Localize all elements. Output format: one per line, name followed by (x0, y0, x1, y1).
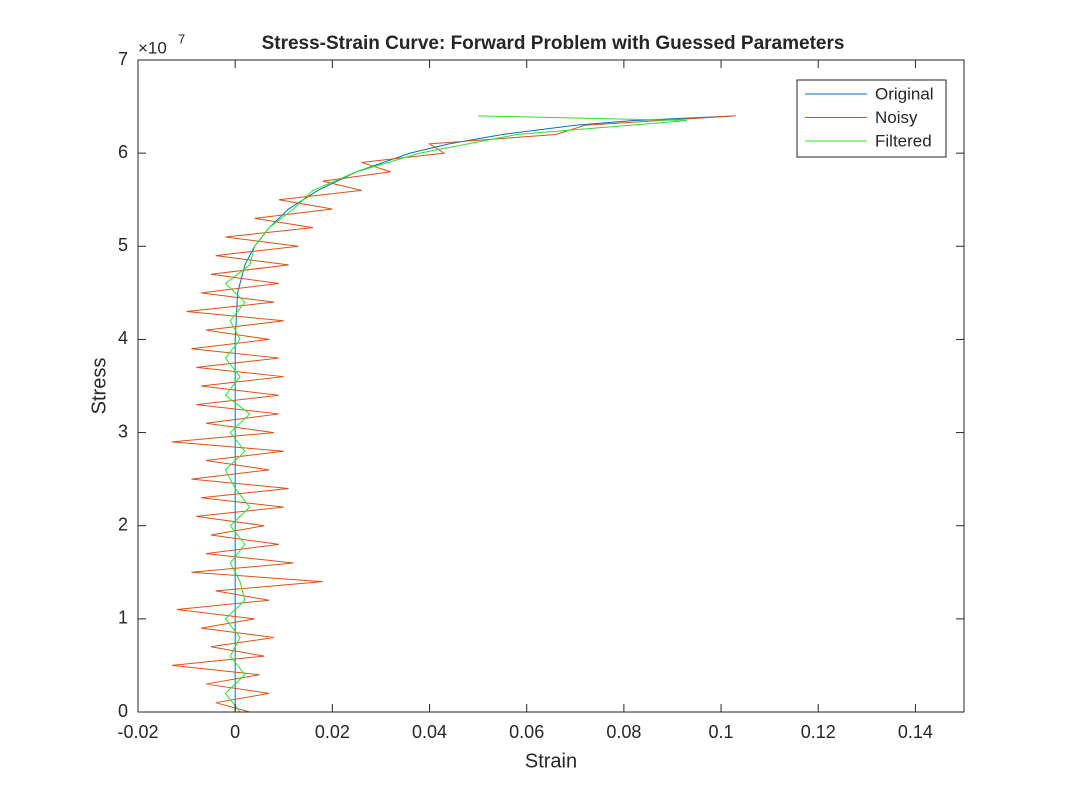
legend-label: Noisy (875, 108, 918, 127)
chart-title: Stress-Strain Curve: Forward Problem wit… (262, 33, 845, 54)
y-tick-label: 0 (118, 701, 128, 721)
y-tick-label: 3 (118, 421, 128, 441)
y-multiplier-exponent: 7 (178, 31, 185, 46)
x-tick-label: 0.04 (412, 722, 447, 742)
axes-box (137, 59, 965, 713)
x-tick-label: 0.14 (898, 722, 933, 742)
y-tick-label: 1 (118, 608, 128, 628)
x-tick-label: -0.02 (117, 722, 158, 742)
x-tick-label: 0.08 (606, 722, 641, 742)
y-multiplier-base: ×10 (138, 38, 167, 57)
x-tick-label: 0.06 (509, 722, 544, 742)
y-tick-label: 6 (118, 142, 128, 162)
series-line (171, 115, 736, 712)
y-tick-label: 2 (118, 514, 128, 534)
y-tick-label: 5 (118, 235, 128, 255)
x-tick-label: 0.12 (801, 722, 836, 742)
legend-box (796, 79, 947, 158)
x-tick-label: 0.02 (315, 722, 350, 742)
series-line (224, 115, 688, 712)
legend-label: Filtered (875, 131, 932, 150)
x-tick-label: 0.1 (709, 722, 734, 742)
x-tick-label: 0 (230, 722, 240, 742)
series-line (234, 115, 736, 712)
legend-label: Original (875, 84, 934, 103)
y-tick-label: 7 (118, 49, 128, 69)
y-axis-label: Stress (88, 358, 110, 415)
x-axis-label: Strain (525, 750, 577, 772)
y-tick-label: 4 (118, 328, 128, 348)
